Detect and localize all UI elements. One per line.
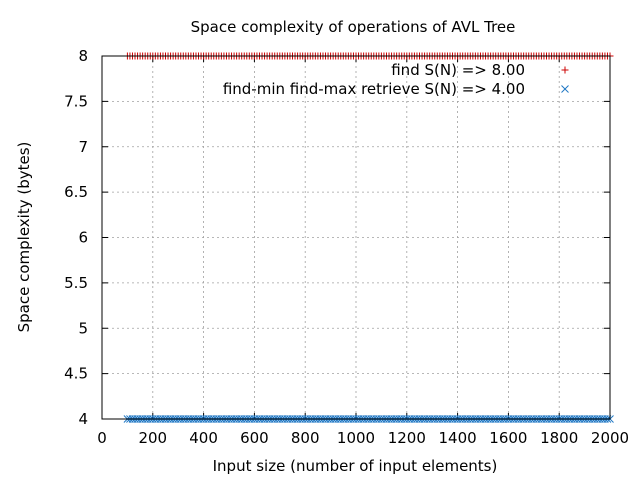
y-tick-label: 7 xyxy=(78,138,88,156)
x-tick-label: 2000 xyxy=(591,429,629,447)
x-tick-label: 200 xyxy=(138,429,167,447)
series-layer xyxy=(123,52,614,423)
y-tick-label: 4 xyxy=(78,410,88,428)
legend-marker xyxy=(561,66,569,74)
x-tick-label: 1200 xyxy=(388,429,426,447)
x-tick-label: 1600 xyxy=(489,429,527,447)
y-tick-label: 8 xyxy=(78,47,88,65)
x-tick-label: 0 xyxy=(97,429,107,447)
y-tick-label: 4.5 xyxy=(64,365,88,383)
x-tick-label: 1400 xyxy=(439,429,477,447)
x-tick-label: 800 xyxy=(291,429,320,447)
y-axis-label: Space complexity (bytes) xyxy=(15,142,33,333)
y-tick-label: 5.5 xyxy=(64,274,88,292)
y-tick-label: 7.5 xyxy=(64,92,88,110)
legend-label: find S(N) => 8.00 xyxy=(391,61,525,79)
grid xyxy=(102,56,610,419)
legend-label: find-min find-max retrieve S(N) => 4.00 xyxy=(223,80,525,98)
x-tick-label: 600 xyxy=(240,429,269,447)
x-tick-label: 400 xyxy=(189,429,218,447)
y-tick-label: 6.5 xyxy=(64,183,88,201)
axis-ticks: 4 4.5 5 5.5 6 6.5 7 7.5 8 0 200 400 600 800 1000 1200 14… xyxy=(64,47,629,447)
series-2 xyxy=(123,415,614,423)
x-axis-label: Input size (number of input elements) xyxy=(213,457,498,475)
y-tick-label: 6 xyxy=(78,229,88,247)
plot-frame xyxy=(101,55,611,420)
x-tick-label: 1800 xyxy=(540,429,578,447)
chart-title: Space complexity of operations of AVL Tr… xyxy=(191,18,516,36)
legend-marker xyxy=(561,85,569,93)
x-tick-label: 1000 xyxy=(337,429,375,447)
marker-stroke xyxy=(561,85,569,93)
y-tick-label: 5 xyxy=(78,319,88,337)
